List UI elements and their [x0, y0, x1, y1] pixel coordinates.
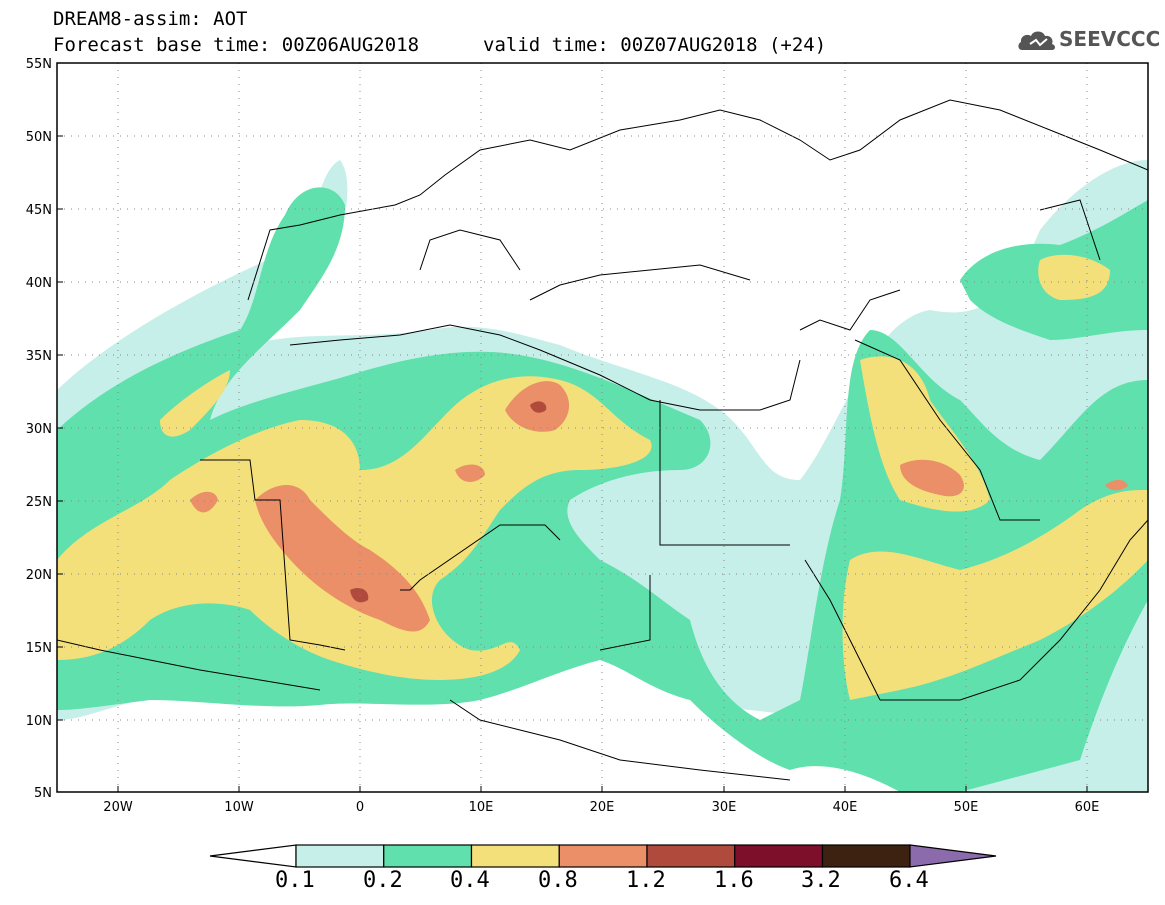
lat-labels: 55N 50N 45N 40N 35N 30N 25N 20N 15N 10N … [26, 57, 52, 801]
aot-band-1.2 [350, 401, 547, 603]
lon-label: 10W [224, 800, 254, 815]
cloud-icon [1018, 31, 1055, 50]
lon-label: 20W [103, 800, 133, 815]
tick-marks [57, 62, 1088, 793]
lat-label: 30N [26, 422, 52, 437]
colorbar-label: 3.2 [801, 868, 841, 893]
colorbar-segment [295, 844, 385, 868]
lat-label: 5N [34, 786, 52, 801]
colorbar-label: 0.1 [275, 868, 315, 893]
country-borders [57, 99, 1148, 781]
colorbar-label: 0.8 [538, 868, 578, 893]
colorbar-segment [821, 844, 911, 868]
lat-label: 20N [26, 568, 52, 583]
colorbar-segment [383, 844, 473, 868]
colorbar-label: 1.2 [626, 868, 666, 893]
colorbar-segment [646, 844, 736, 868]
lon-label: 50E [954, 800, 979, 815]
lon-label: 0 [356, 800, 364, 815]
lon-label: 10E [469, 800, 494, 815]
colorbar-label: 6.4 [889, 868, 929, 893]
colorbar-segment [470, 844, 560, 868]
lat-label: 40N [26, 276, 52, 291]
colorbar-label: 0.4 [450, 868, 490, 893]
lat-label: 50N [26, 130, 52, 145]
colorbar-label: 0.2 [363, 868, 403, 893]
colorbar-segment [734, 844, 824, 868]
aot-band-0.8 [190, 381, 1128, 632]
lat-label: 10N [26, 714, 52, 729]
lat-label: 35N [26, 349, 52, 364]
colorbar [209, 844, 997, 868]
lon-labels: 20W 10W 0 10E 20E 30E 40E 50E 60E [103, 800, 1099, 815]
lat-label: 15N [26, 641, 52, 656]
grid [57, 63, 1148, 792]
colorbar-high-arrow [909, 844, 997, 868]
lat-label: 45N [26, 203, 52, 218]
lat-label: 55N [26, 57, 52, 72]
valid-time: valid time: 00Z07AUG2018 (+24) [483, 34, 827, 56]
lon-label: 30E [712, 800, 737, 815]
lat-label: 25N [26, 495, 52, 510]
forecast-base-time: Forecast base time: 00Z06AUG2018 [53, 34, 420, 56]
lon-label: 60E [1075, 800, 1100, 815]
map-title: DREAM8-assim: AOT [53, 8, 248, 30]
colorbar-segment [558, 844, 648, 868]
colorbar-label: 1.6 [714, 868, 754, 893]
lon-label: 40E [833, 800, 858, 815]
seevccc-logo-text: SEEVCCC [1059, 27, 1161, 51]
lon-label: 20E [590, 800, 615, 815]
colorbar-low-arrow [209, 844, 297, 868]
